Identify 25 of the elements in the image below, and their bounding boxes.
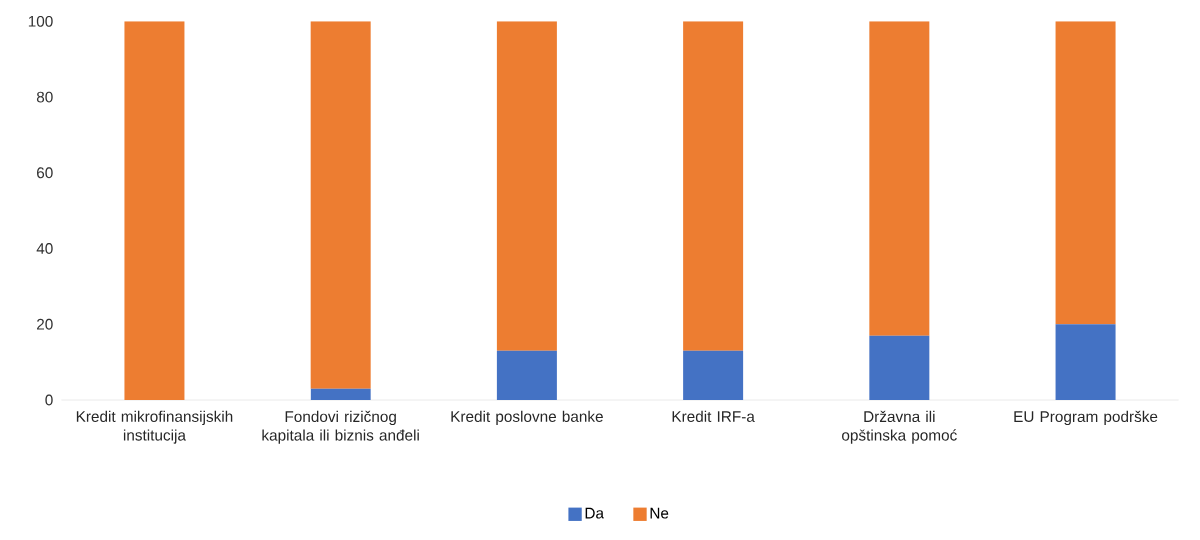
x-tick-label: Državna ili opštinska pomoć — [842, 410, 957, 444]
y-tick-label: 20 — [37, 318, 53, 330]
bar — [496, 21, 557, 351]
y-tick-label: 80 — [36, 91, 53, 103]
bar — [496, 350, 557, 400]
y-tick-label: 0 — [45, 394, 53, 406]
bar — [683, 350, 744, 400]
bar — [310, 21, 371, 389]
x-tick-label: Kredit mikrofinansijskih institucija — [76, 410, 233, 444]
y-tick-label: 100 — [28, 15, 53, 27]
bar — [869, 21, 930, 336]
y-tick-label: 40 — [36, 243, 53, 254]
x-tick-label: Fondovi rizičnog kapitala ili biznis anđeli — [262, 410, 419, 444]
bar — [869, 335, 930, 400]
y-tick-label: 60 — [37, 167, 53, 179]
bar — [1055, 324, 1116, 400]
bar — [683, 21, 744, 351]
x-tick-label: Kredit IRF-a — [672, 410, 755, 422]
bar — [310, 388, 371, 400]
x-tick-label: Kredit poslovne banke — [451, 410, 603, 425]
legend-label: Da — [585, 507, 605, 519]
x-tick-label: EU Program podrške — [1014, 410, 1158, 426]
legend-label: Ne — [650, 507, 669, 519]
bar — [1055, 21, 1116, 325]
bar — [124, 21, 185, 400]
